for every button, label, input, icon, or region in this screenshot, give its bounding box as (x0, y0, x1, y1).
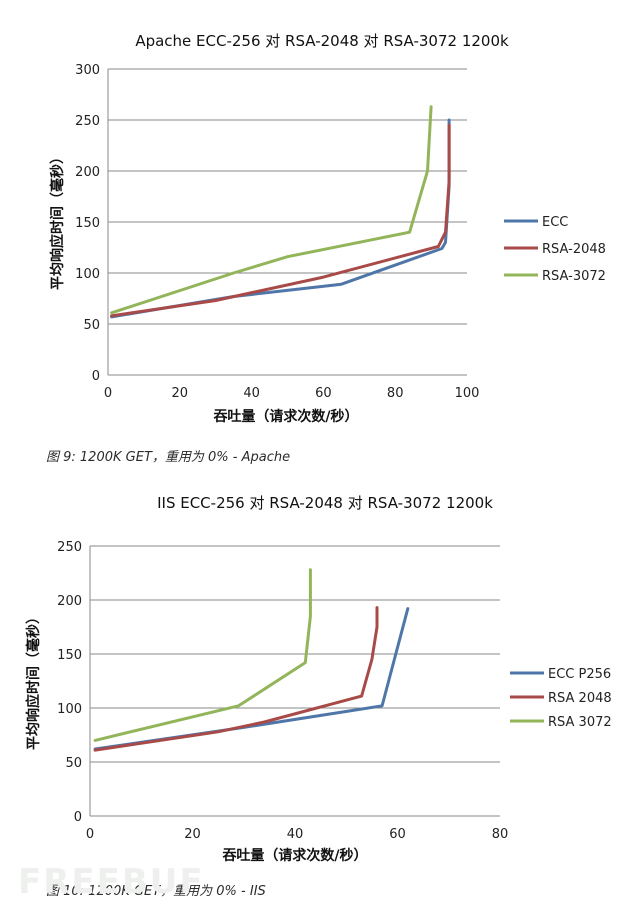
legend: ECC RSA-2048 RSA-3072 (504, 215, 606, 284)
legend-label: RSA-3072 (542, 269, 606, 284)
legend-label: ECC (542, 215, 568, 230)
x-tick-label: 80 (492, 827, 509, 842)
y-tick-label: 300 (75, 63, 100, 78)
x-tick-label: 60 (315, 386, 332, 401)
apache-chart: Apache ECC-256 对 RSA-2048 对 RSA-3072 120… (49, 32, 606, 425)
legend-label: RSA 2048 (548, 691, 612, 706)
figure-10-caption: 图 10: 1200K GET，重用为 0% - IIS (46, 884, 266, 899)
axes (107, 69, 467, 376)
x-tick-label: 40 (287, 827, 304, 842)
x-tick-label: 0 (86, 827, 94, 842)
legend-label: RSA 3072 (548, 715, 612, 730)
chart-title: Apache ECC-256 对 RSA-2048 对 RSA-3072 120… (135, 32, 509, 50)
x-tick-label: 0 (104, 386, 112, 401)
x-tick-label: 100 (455, 386, 480, 401)
y-tick-label: 100 (75, 267, 100, 282)
x-tick-label: 20 (184, 827, 201, 842)
series-line-rsa-2048 (110, 123, 451, 318)
x-axis-label: 吞吐量（请求次数/秒） (213, 408, 358, 425)
x-tick-label: 60 (389, 827, 406, 842)
y-tick-label: 150 (75, 216, 100, 231)
y-tick-label: 150 (57, 648, 82, 663)
series-lines (93, 568, 410, 752)
y-tick-label: 0 (74, 810, 82, 825)
x-tick-label: 80 (387, 386, 404, 401)
y-tick-label: 0 (92, 369, 100, 384)
series-line-rsa-3072 (110, 105, 433, 315)
y-tick-label: 250 (57, 540, 82, 555)
x-tick-label: 40 (243, 386, 260, 401)
iis-chart: IIS ECC-256 对 RSA-2048 对 RSA-3072 1200k … (25, 494, 612, 864)
legend-label: ECC P256 (548, 667, 611, 682)
x-tick-label: 20 (172, 386, 189, 401)
legend-label: RSA-2048 (542, 242, 606, 257)
y-tick-label: 200 (75, 165, 100, 180)
tick-labels: 0 50 100 150 200 250 0 20 40 60 80 (57, 540, 508, 842)
series-line-rsa-3072 (93, 568, 312, 742)
y-tick-label: 50 (65, 756, 82, 771)
y-tick-label: 100 (57, 702, 82, 717)
chart-title: IIS ECC-256 对 RSA-2048 对 RSA-3072 1200k (157, 494, 493, 512)
y-tick-label: 200 (57, 594, 82, 609)
y-axis-label: 平均响应时间（毫秒） (25, 610, 42, 750)
figure-9-caption: 图 9: 1200K GET，重用为 0% - Apache (46, 450, 291, 465)
x-axis-label: 吞吐量（请求次数/秒） (222, 847, 367, 864)
y-axis-label: 平均响应时间（毫秒） (49, 150, 66, 290)
series-line-rsa-2048 (93, 606, 379, 752)
axes (89, 546, 500, 817)
freebuf-watermark: FREEBUF (18, 862, 205, 902)
tick-labels: 0 50 100 150 200 250 300 0 20 40 60 80 100 (75, 63, 479, 401)
y-tick-label: 50 (83, 318, 100, 333)
legend: ECC P256 RSA 2048 RSA 3072 (510, 667, 612, 730)
grid (90, 545, 500, 763)
series-lines (110, 105, 451, 319)
grid (108, 68, 467, 325)
y-tick-label: 250 (75, 114, 100, 129)
